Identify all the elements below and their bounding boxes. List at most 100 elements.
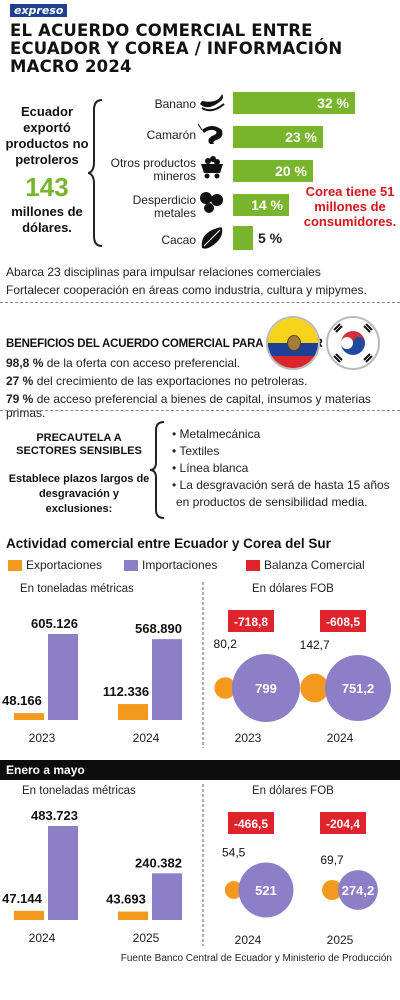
balance-badge-2023 [228, 610, 274, 632]
bubble-imports-2024 [325, 655, 391, 721]
precaution-item-1: • Metalmecánica [172, 427, 261, 441]
bubble-exports-2024 [224, 881, 243, 899]
data-label-imports-2025: 240.382 [135, 855, 182, 870]
product-label-mineros: Otros productos mineros [110, 156, 196, 183]
bar-cacao [233, 226, 253, 250]
data-label-imports-2024: 483.723 [31, 808, 78, 823]
balance-badge-2024 [228, 812, 274, 834]
mine-cart-icon [201, 156, 223, 179]
bar-imports-2024 [152, 639, 182, 720]
info-line-2: Fortalecer cooperación en áreas como ind… [6, 283, 367, 297]
precautions-title: PRECAUTELA A SECTORES SENSIBLES [16, 432, 142, 457]
precaution-item-2: • Textiles [172, 444, 220, 458]
bar-exports-2023 [14, 713, 44, 720]
bar-imports-2025 [152, 873, 182, 920]
bubble-exports-2023 [214, 677, 236, 699]
data-label-exports-2025: 69,7 [320, 853, 344, 867]
data-label-exports-2024: 47.144 [2, 891, 43, 906]
brand-logo: expreso [10, 4, 68, 17]
activity-title: Actividad comercial entre Ecuador y Core… [6, 536, 331, 551]
ecuador-flag-icon [266, 316, 320, 370]
divider [0, 410, 400, 411]
bar-camaron: 23 % [233, 126, 323, 148]
legend-balance: Balanza Comercial [246, 558, 365, 572]
benefit-3: 79 % de acceso preferencial a bienes de … [6, 392, 371, 420]
product-label-metales: Desperdicio metales [132, 193, 196, 220]
corea-consumers-note: Corea tiene 51 millones de consumidores. [303, 184, 397, 229]
korea-flag-icon [326, 316, 380, 370]
bar-metales: 14 % [233, 194, 289, 216]
benefit-2: 27 % del crecimiento de las exportacione… [6, 374, 308, 388]
product-label-camaron: Camarón [146, 128, 196, 142]
bar-banano: 32 % [233, 92, 355, 114]
tick-label-2025: 2025 [327, 933, 354, 947]
bubble-imports-2023 [232, 654, 300, 722]
bar-exports-2024 [14, 910, 44, 920]
balance-badge-2025 [320, 812, 366, 834]
panel-label-fob-2023: En dólares FOB [252, 583, 334, 595]
panel-label-fob-2025: En dólares FOB [252, 785, 334, 797]
data-label-imports-2024: 568.890 [135, 621, 182, 636]
data-label-exports-2024: 112.336 [103, 684, 149, 699]
period-banner: Enero a mayo [0, 760, 400, 780]
bar-exports-2025 [118, 911, 148, 920]
divider [0, 302, 400, 303]
data-label-balance-2024: -466,5 [234, 817, 268, 831]
exports-text-top: Ecuador exportó productos no petroleros [5, 104, 89, 167]
tick-label-2025: 2025 [133, 931, 160, 945]
bar-cacao-label: 5 % [258, 230, 283, 246]
info-line-1: Abarca 23 disciplinas para impulsar rela… [6, 265, 321, 279]
data-label-imports-2025: 274,2 [342, 883, 375, 898]
brace-icon [88, 99, 103, 247]
precaution-item-4: • La desgravación será de hasta 15 años [172, 478, 390, 492]
bubble-imports-2025 [338, 870, 378, 910]
data-label-balance-2024: -608,5 [326, 615, 360, 629]
balance-badge-2024 [320, 610, 366, 632]
data-label-exports-2023: 48.166 [2, 693, 42, 708]
page-title: EL ACUERDO COMERCIAL ENTRE ECUADOR Y COR… [10, 21, 343, 76]
panel-label-tons-2023: En toneladas métricas [20, 583, 134, 595]
precautions-subtitle: Establece plazos largos de desgravación … [8, 473, 150, 515]
bar-imports-2024 [48, 826, 78, 920]
data-label-imports-2024: 521 [255, 883, 277, 898]
shrimp-icon [198, 123, 223, 144]
exports-text-bottom: millones de dólares. [11, 204, 83, 235]
bubble-exports-2024 [300, 673, 330, 703]
precaution-item-3: • Línea blanca [172, 461, 249, 475]
legend-imports: Importaciones [124, 558, 217, 572]
tick-label-2023: 2023 [29, 731, 56, 745]
tick-label-2024: 2024 [133, 731, 160, 745]
panel-label-tons-2025: En toneladas métricas [22, 785, 136, 797]
bubble-exports-2025 [321, 879, 343, 901]
data-label-imports-2024: 751,2 [342, 681, 375, 696]
cacao-pod-icon [201, 227, 223, 249]
data-label-exports-2025: 43.693 [106, 892, 146, 907]
bar-imports-2023 [48, 634, 78, 720]
bar-exports-2024 [118, 704, 148, 720]
exports-amount: 143 [25, 172, 69, 202]
bar-mineros: 20 % [233, 160, 313, 182]
product-label-cacao: Cacao [161, 233, 196, 247]
data-label-imports-2023: 799 [255, 681, 277, 696]
data-label-balance-2023: -718,8 [234, 615, 268, 629]
product-label-banano: Banano [154, 97, 196, 111]
source-note: Fuente Banco Central de Ecuador y Minist… [120, 953, 392, 964]
tick-label-2024: 2024 [235, 933, 262, 947]
legend-exports: Exportaciones [8, 558, 102, 572]
tick-label-2024: 2024 [327, 731, 354, 745]
tick-label-2024: 2024 [29, 931, 56, 945]
scrap-metal-icon [200, 192, 223, 213]
tick-label-2023: 2023 [235, 731, 262, 745]
brace-icon [150, 421, 165, 519]
data-label-exports-2024: 54,5 [222, 846, 246, 860]
banana-icon [200, 94, 225, 112]
precaution-item-5: en productos de sensibilidad media. [176, 495, 368, 509]
data-label-imports-2023: 605.126 [31, 616, 78, 631]
data-label-exports-2023: 80,2 [214, 637, 238, 651]
bubble-imports-2024 [238, 862, 294, 918]
data-label-balance-2025: -204,4 [326, 817, 360, 831]
benefit-1: 98,8 % de la oferta con acceso preferenc… [6, 356, 241, 370]
benefits-title: BENEFICIOS DEL ACUERDO COMERCIAL PARA EC… [6, 338, 323, 350]
data-label-exports-2024: 142,7 [300, 638, 330, 652]
